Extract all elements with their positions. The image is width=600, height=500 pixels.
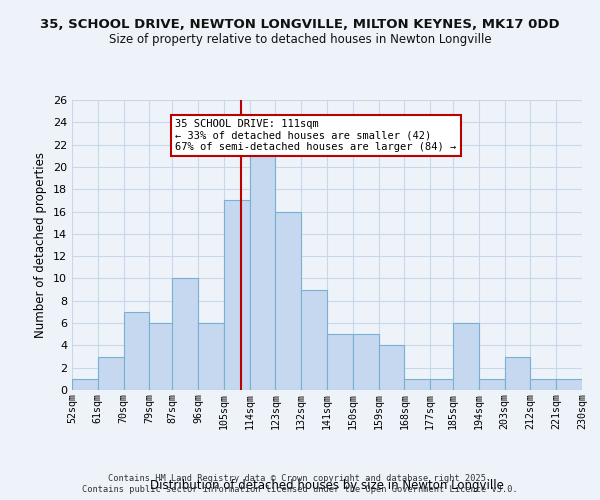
Bar bbox=[430, 379, 456, 390]
Bar bbox=[275, 212, 301, 390]
Bar bbox=[404, 379, 430, 390]
Text: Contains HM Land Registry data © Crown copyright and database right 2025.
Contai: Contains HM Land Registry data © Crown c… bbox=[82, 474, 518, 494]
Bar bbox=[149, 323, 175, 390]
Bar bbox=[530, 379, 556, 390]
Bar bbox=[98, 356, 124, 390]
Bar bbox=[224, 200, 250, 390]
Bar bbox=[505, 356, 530, 390]
X-axis label: Distribution of detached houses by size in Newton Longville: Distribution of detached houses by size … bbox=[150, 479, 504, 492]
Bar bbox=[479, 379, 505, 390]
Bar bbox=[72, 379, 98, 390]
Bar bbox=[124, 312, 149, 390]
Bar bbox=[327, 334, 353, 390]
Y-axis label: Number of detached properties: Number of detached properties bbox=[34, 152, 47, 338]
Bar bbox=[556, 379, 582, 390]
Bar bbox=[301, 290, 327, 390]
Bar bbox=[172, 278, 198, 390]
Text: Size of property relative to detached houses in Newton Longville: Size of property relative to detached ho… bbox=[109, 32, 491, 46]
Bar bbox=[453, 323, 479, 390]
Bar bbox=[250, 156, 275, 390]
Bar bbox=[353, 334, 379, 390]
Text: 35, SCHOOL DRIVE, NEWTON LONGVILLE, MILTON KEYNES, MK17 0DD: 35, SCHOOL DRIVE, NEWTON LONGVILLE, MILT… bbox=[40, 18, 560, 30]
Bar bbox=[379, 346, 404, 390]
Text: 35 SCHOOL DRIVE: 111sqm
← 33% of detached houses are smaller (42)
67% of semi-de: 35 SCHOOL DRIVE: 111sqm ← 33% of detache… bbox=[175, 119, 457, 152]
Bar bbox=[198, 323, 224, 390]
